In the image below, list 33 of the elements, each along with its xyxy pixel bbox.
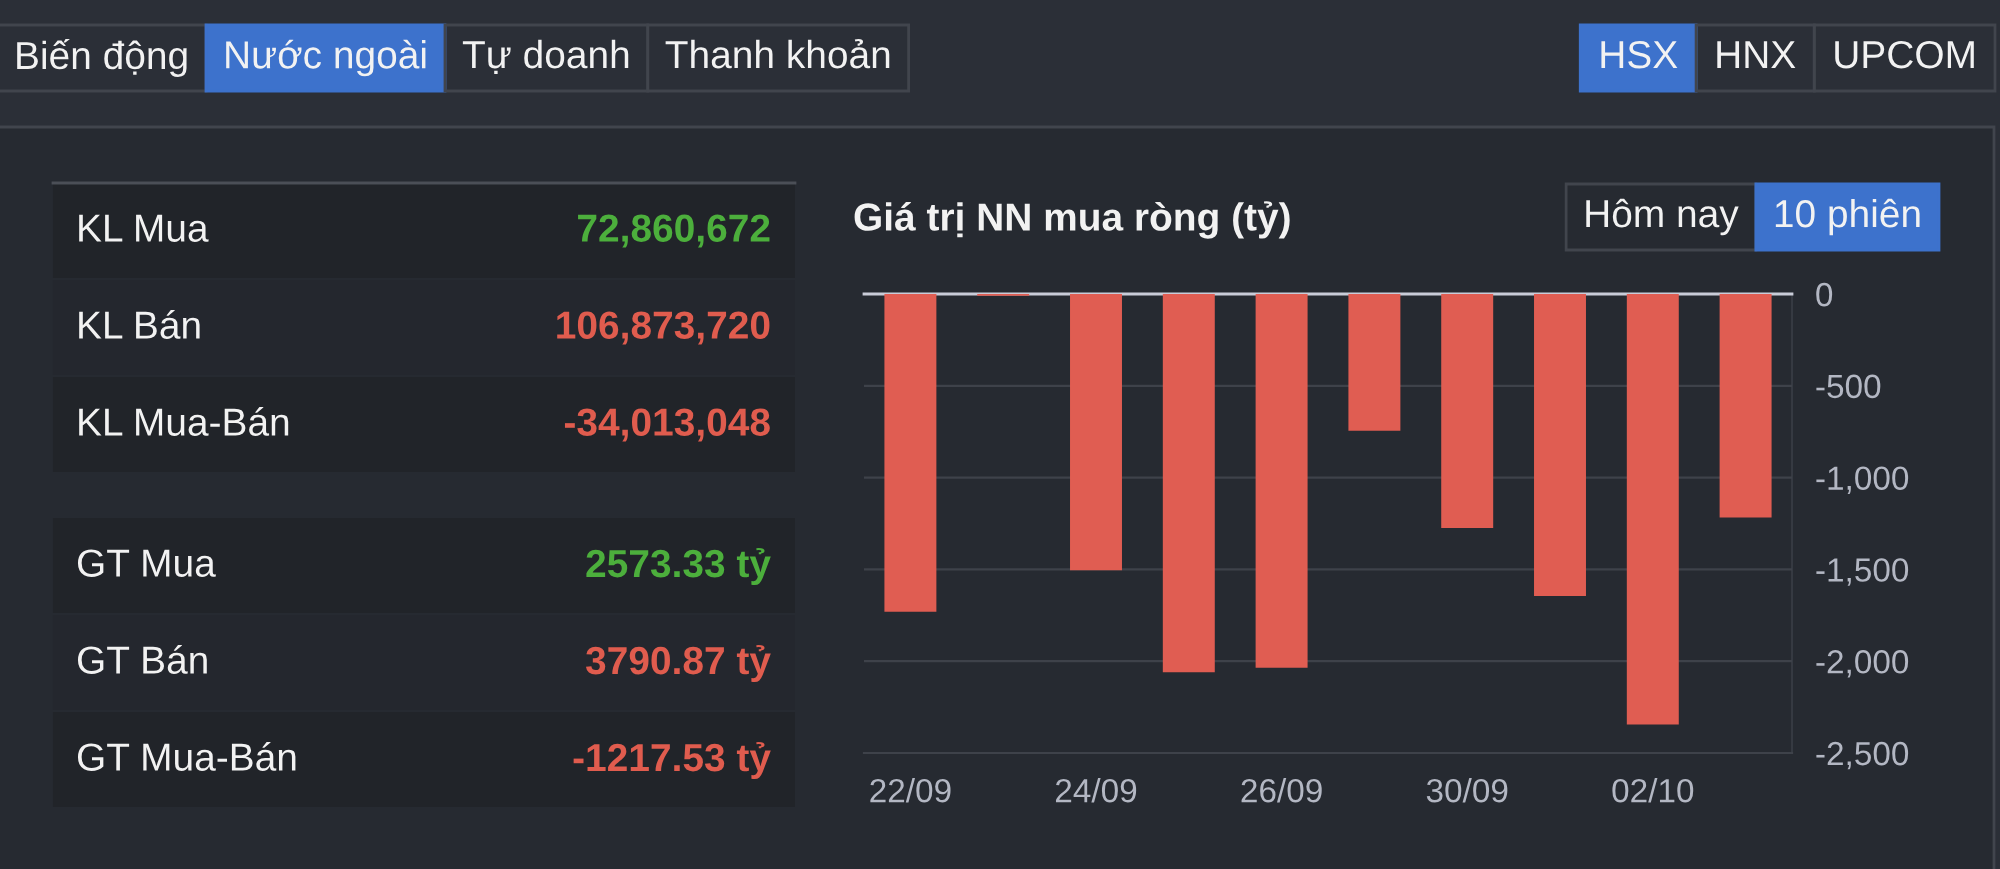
text: 3790.87 tỷ [585, 644, 771, 683]
category-label: KL Mua [79, 214, 209, 242]
text: -34,013,048 [564, 408, 770, 442]
text: 2573.33 tỷ [586, 547, 771, 586]
category-label: GT Mua-Bán [77, 741, 296, 771]
y-tick-label: -1,000 [1816, 466, 1909, 494]
chart-title: Giá trị NN mua ròng (tỷ) [854, 201, 1290, 239]
text: UPCOM [1835, 40, 1974, 69]
category-label: KL Bán [79, 309, 200, 339]
text: 72,860,672 [578, 214, 770, 248]
text: 106,873,720 [557, 311, 770, 345]
text: Thanh khoản [665, 39, 890, 69]
y-tick-label: -2,000 [1816, 650, 1909, 678]
y-tick-label: -1,500 [1816, 558, 1909, 586]
text: HNX [1717, 41, 1796, 69]
x-tick-label: 26/09 [1241, 778, 1322, 803]
x-tick-label: 22/09 [870, 778, 951, 803]
text: 10 phiên [1775, 198, 1920, 236]
text: Nước ngoài [226, 39, 426, 77]
x-tick-label: 24/09 [1055, 778, 1137, 803]
text: Biến động [17, 39, 187, 77]
text: -1217.53 tỷ [573, 741, 771, 780]
x-tick-label: 02/10 [1612, 778, 1694, 803]
x-tick-label: 30/09 [1426, 778, 1508, 803]
text: Hôm nay [1586, 198, 1739, 236]
text: Tự doanh [462, 39, 629, 74]
category-label: KL Mua-Bán [79, 406, 289, 436]
category-label: GT Mua [77, 549, 216, 577]
y-tick-label: 0 [1816, 282, 1833, 307]
y-tick-label: -500 [1816, 374, 1881, 399]
text: HSX [1601, 40, 1678, 69]
y-tick-label: -2,500 [1816, 741, 1909, 770]
category-label: GT Bán [77, 644, 207, 674]
